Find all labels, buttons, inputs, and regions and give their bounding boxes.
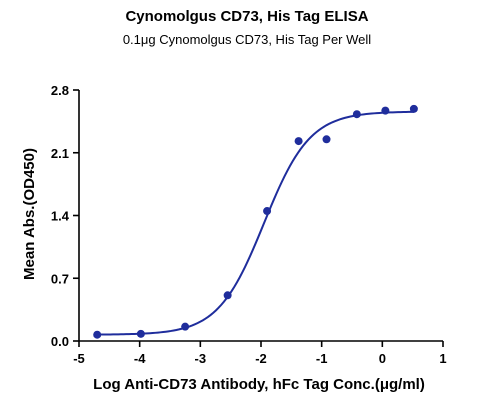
data-point (263, 207, 272, 216)
y-tick-label: 2.8 (51, 83, 69, 98)
y-axis-label: Mean Abs.(OD450) (21, 148, 38, 280)
y-tick-label: 0.7 (51, 271, 69, 286)
data-point (352, 110, 361, 119)
y-tick-label: 1.4 (51, 209, 70, 224)
data-point (223, 291, 232, 300)
data-points (93, 104, 418, 339)
data-point (322, 135, 331, 144)
x-axis-ticks: -5 -4 -3 -2 -1 0 1 (73, 341, 447, 366)
x-tick-label: -1 (316, 351, 328, 366)
x-tick-label: -4 (134, 351, 146, 366)
data-point (136, 329, 145, 338)
x-tick-label: -5 (73, 351, 85, 366)
x-axis-label: Log Anti-CD73 Antibody, hFc Tag Conc.(μg… (93, 376, 425, 393)
y-tick-label: 2.1 (51, 146, 69, 161)
fit-curve (97, 110, 414, 336)
data-point (294, 137, 303, 146)
data-point (181, 322, 190, 331)
x-tick-label: -3 (195, 351, 207, 366)
data-point (381, 106, 390, 115)
x-tick-label: -2 (255, 351, 267, 366)
chart-title: Cynomolgus CD73, His Tag ELISA (125, 8, 368, 25)
chart-subtitle: 0.1μg Cynomolgus CD73, His Tag Per Well (123, 32, 371, 47)
chart-axes (78, 90, 443, 342)
x-tick-label: 0 (379, 351, 386, 366)
x-tick-label: 1 (439, 351, 446, 366)
y-axis-ticks: 0.0 0.7 1.4 2.1 2.8 (51, 83, 79, 349)
y-tick-label: 0.0 (51, 334, 69, 349)
fit-curve-group (97, 110, 414, 336)
data-point (93, 330, 102, 339)
data-point (409, 104, 418, 113)
